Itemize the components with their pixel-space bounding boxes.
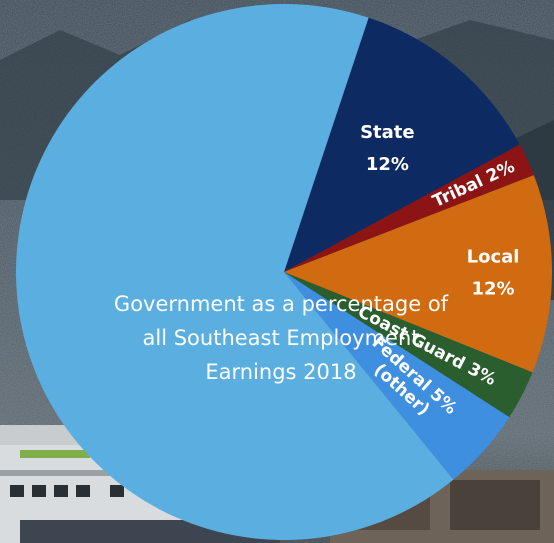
pie-slice-federal-other	[284, 272, 510, 480]
slice-label-local-0: Local	[467, 246, 520, 267]
slice-label-state-1: 12%	[366, 154, 409, 175]
chart-title-line-1: Government as a percentage of	[114, 292, 449, 316]
pie-slice-local	[284, 175, 552, 373]
pie-slice-tribal	[284, 144, 534, 272]
slice-label-local-1: 12%	[471, 278, 514, 299]
slice-label-state-0: State	[360, 122, 415, 143]
pie-slice-state	[284, 17, 520, 272]
pie-slice-remainder	[15, 3, 454, 540]
chart-title-line-3: Earnings 2018	[205, 360, 356, 384]
chart-title-line-2: all Southeast Employment	[143, 326, 420, 350]
pie-slice-coast-guard	[284, 272, 533, 418]
